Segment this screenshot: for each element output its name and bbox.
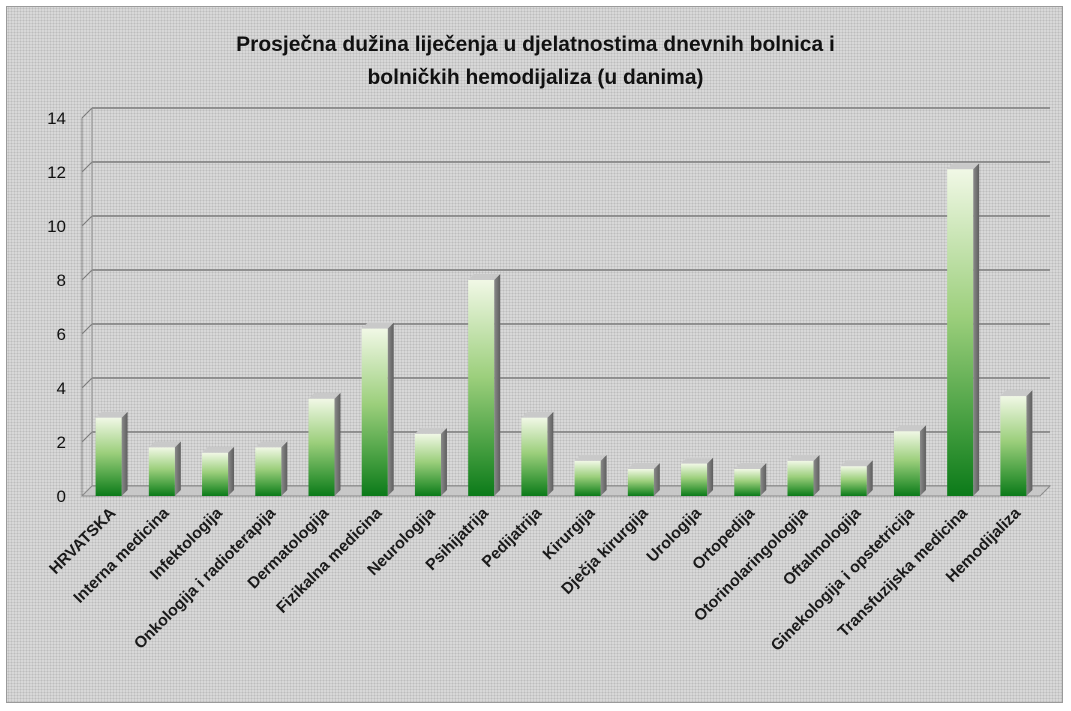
bar-side bbox=[334, 392, 341, 496]
bar-top bbox=[95, 411, 128, 418]
bar-top bbox=[468, 274, 501, 280]
bar-top bbox=[893, 425, 926, 432]
bar-front bbox=[947, 169, 974, 497]
bar-top bbox=[787, 454, 820, 461]
x-tick-label: Fizikalna medicina bbox=[274, 505, 386, 617]
bar bbox=[681, 457, 714, 496]
gridline-side bbox=[81, 107, 93, 119]
bar-front bbox=[414, 433, 441, 496]
bar-front bbox=[255, 447, 282, 496]
bar-side bbox=[600, 454, 607, 496]
gridline-side bbox=[81, 323, 93, 335]
bar-front bbox=[893, 431, 920, 496]
bar bbox=[947, 163, 980, 497]
bar-side bbox=[547, 411, 554, 496]
bar bbox=[255, 441, 288, 496]
bar-top bbox=[681, 457, 714, 464]
x-tick-label: Interna medicina bbox=[71, 505, 173, 607]
bar-top bbox=[521, 411, 554, 418]
bar-top bbox=[361, 322, 394, 329]
bar bbox=[893, 425, 926, 496]
bar-side bbox=[866, 460, 873, 496]
gridline-side bbox=[81, 269, 93, 281]
bar bbox=[468, 274, 501, 496]
bar-top bbox=[414, 427, 447, 434]
chart-title: Prosječna dužina liječenja u djelatnosti… bbox=[236, 33, 835, 89]
bar-top bbox=[148, 441, 181, 448]
bar-side bbox=[281, 441, 288, 496]
bar-top bbox=[734, 463, 767, 469]
bar bbox=[840, 460, 873, 496]
bar-front bbox=[574, 460, 601, 496]
bar-side bbox=[387, 322, 394, 496]
gridline-side bbox=[81, 377, 93, 389]
bar-side bbox=[653, 463, 660, 496]
bar-top bbox=[840, 460, 873, 467]
bar bbox=[148, 441, 181, 496]
bar bbox=[414, 427, 447, 496]
gridline-side bbox=[81, 431, 93, 443]
bar bbox=[1000, 390, 1033, 496]
bar-front bbox=[202, 452, 229, 496]
bar bbox=[574, 454, 607, 496]
bar bbox=[787, 454, 820, 496]
bar-front bbox=[627, 469, 654, 496]
chart-frame bbox=[6, 6, 1063, 703]
bar-top bbox=[947, 163, 980, 170]
bar-side bbox=[813, 454, 820, 496]
bar-front bbox=[361, 328, 388, 496]
bar-front bbox=[521, 417, 548, 496]
bar-front bbox=[148, 447, 175, 496]
bar-top bbox=[627, 463, 660, 469]
gridline-side bbox=[81, 215, 93, 227]
bar bbox=[521, 411, 554, 496]
y-tick-label: 14 bbox=[47, 109, 66, 128]
bar-front bbox=[308, 398, 335, 496]
bar-top bbox=[1000, 390, 1033, 397]
bar-side bbox=[174, 441, 181, 496]
bar-side bbox=[919, 425, 926, 496]
bar-front bbox=[787, 460, 814, 496]
y-tick-label: 10 bbox=[47, 217, 66, 236]
bar-top bbox=[202, 446, 235, 453]
bar-front bbox=[734, 469, 761, 496]
bar-front bbox=[840, 466, 867, 496]
bar-side bbox=[228, 446, 235, 496]
y-tick-label: 8 bbox=[57, 271, 66, 290]
bar-top bbox=[255, 441, 288, 448]
bar-side bbox=[760, 463, 767, 496]
bar bbox=[95, 411, 128, 496]
bar-front bbox=[681, 463, 708, 496]
y-tick-label: 2 bbox=[57, 433, 66, 452]
bar-side bbox=[494, 274, 501, 496]
y-tick-label: 6 bbox=[57, 325, 66, 344]
bar-top bbox=[574, 454, 607, 461]
bar-front bbox=[468, 280, 495, 496]
bar-front bbox=[1000, 396, 1027, 496]
bar-side bbox=[1026, 390, 1033, 496]
y-tick-label: 12 bbox=[47, 163, 66, 182]
y-tick-label: 4 bbox=[57, 379, 66, 398]
y-tick-label: 0 bbox=[57, 487, 66, 506]
bar bbox=[202, 446, 235, 496]
bar bbox=[361, 322, 394, 496]
bar-side bbox=[707, 457, 714, 496]
bar-front bbox=[95, 417, 122, 496]
bar-top bbox=[308, 392, 341, 399]
bar-side bbox=[973, 163, 980, 497]
bar bbox=[627, 463, 660, 496]
bar bbox=[734, 463, 767, 496]
gridline-side bbox=[81, 161, 93, 173]
bar bbox=[308, 392, 341, 496]
bar-side bbox=[121, 411, 128, 496]
bar-side bbox=[440, 427, 447, 496]
